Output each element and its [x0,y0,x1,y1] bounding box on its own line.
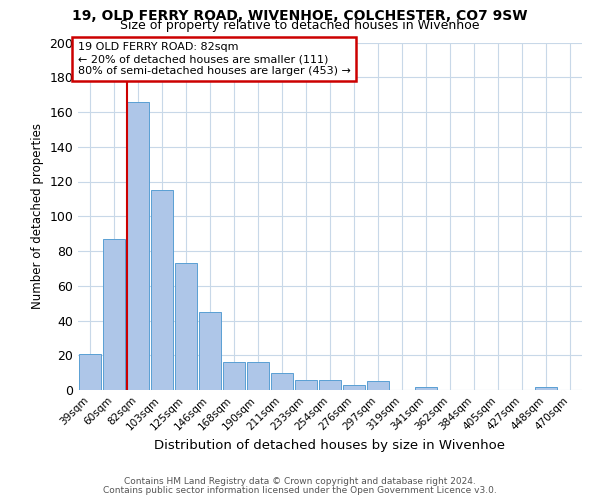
Text: Contains HM Land Registry data © Crown copyright and database right 2024.: Contains HM Land Registry data © Crown c… [124,477,476,486]
Bar [175,263,197,390]
Bar [343,385,365,390]
Text: 19 OLD FERRY ROAD: 82sqm
← 20% of detached houses are smaller (111)
80% of semi-: 19 OLD FERRY ROAD: 82sqm ← 20% of detach… [78,42,351,76]
Bar [415,386,437,390]
Y-axis label: Number of detached properties: Number of detached properties [31,123,44,309]
Bar [367,382,389,390]
Bar [199,312,221,390]
Bar [271,372,293,390]
Text: Size of property relative to detached houses in Wivenhoe: Size of property relative to detached ho… [120,19,480,32]
Bar [295,380,317,390]
Text: Contains public sector information licensed under the Open Government Licence v3: Contains public sector information licen… [103,486,497,495]
Bar [127,102,149,390]
Bar [79,354,101,390]
Bar [151,190,173,390]
Bar [103,239,125,390]
X-axis label: Distribution of detached houses by size in Wivenhoe: Distribution of detached houses by size … [155,438,505,452]
Bar [223,362,245,390]
Bar [535,386,557,390]
Bar [247,362,269,390]
Text: 19, OLD FERRY ROAD, WIVENHOE, COLCHESTER, CO7 9SW: 19, OLD FERRY ROAD, WIVENHOE, COLCHESTER… [72,9,528,23]
Bar [319,380,341,390]
